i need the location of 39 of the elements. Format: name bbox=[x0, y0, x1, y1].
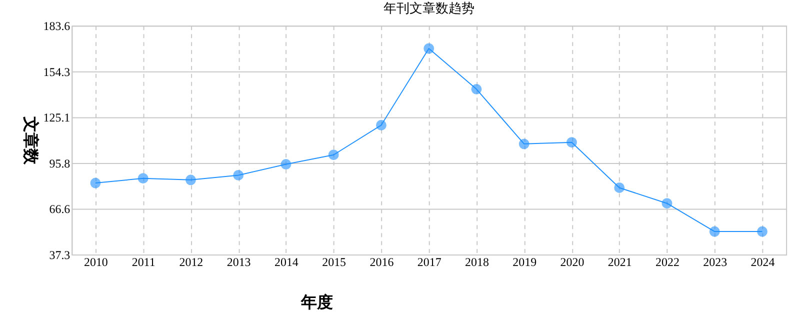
x-tick-label: 2022 bbox=[656, 254, 680, 269]
y-tick-label: 125.1 bbox=[43, 110, 70, 125]
point bbox=[757, 226, 768, 237]
point bbox=[662, 198, 672, 209]
point bbox=[471, 84, 482, 94]
point bbox=[709, 226, 720, 237]
y-tick-label: 66.6 bbox=[49, 202, 70, 216]
point bbox=[90, 178, 101, 188]
y-tick-label: 37.3 bbox=[49, 248, 70, 262]
point bbox=[614, 182, 625, 193]
x-tick-label: 2011 bbox=[132, 254, 156, 269]
x-tick-label: 2018 bbox=[465, 254, 489, 269]
x-tick-label: 2013 bbox=[226, 254, 251, 269]
y-tick-label: 154.3 bbox=[43, 64, 70, 79]
point bbox=[518, 138, 530, 150]
x-tick-label: 2012 bbox=[179, 254, 204, 269]
chart-title: 年刊文章数趋势 bbox=[383, 0, 474, 16]
x-axis-title: 年度 bbox=[300, 292, 333, 312]
x-tick-label: 2017 bbox=[417, 254, 442, 269]
x-tick-label: 2014 bbox=[274, 254, 298, 269]
point bbox=[233, 170, 244, 180]
x-tick-label: 2024 bbox=[750, 254, 775, 269]
point bbox=[424, 43, 434, 54]
point bbox=[328, 150, 339, 160]
y-axis-title: 文章数 bbox=[21, 116, 40, 166]
point bbox=[138, 173, 148, 184]
x-tick-label: 2019 bbox=[512, 254, 537, 269]
x-tick-label: 2021 bbox=[608, 254, 632, 269]
x-tick-label: 2015 bbox=[322, 254, 346, 269]
x-tick-label: 2020 bbox=[560, 254, 584, 269]
point bbox=[280, 159, 292, 170]
point bbox=[185, 174, 196, 186]
x-tick-label: 2023 bbox=[703, 254, 728, 269]
point bbox=[376, 120, 386, 130]
y-tick-label: 183.6 bbox=[43, 19, 70, 34]
y-tick-label: 95.8 bbox=[49, 156, 70, 170]
x-tick-label: 2016 bbox=[370, 254, 394, 269]
x-tick-label: 2010 bbox=[84, 254, 108, 269]
point bbox=[566, 137, 577, 148]
